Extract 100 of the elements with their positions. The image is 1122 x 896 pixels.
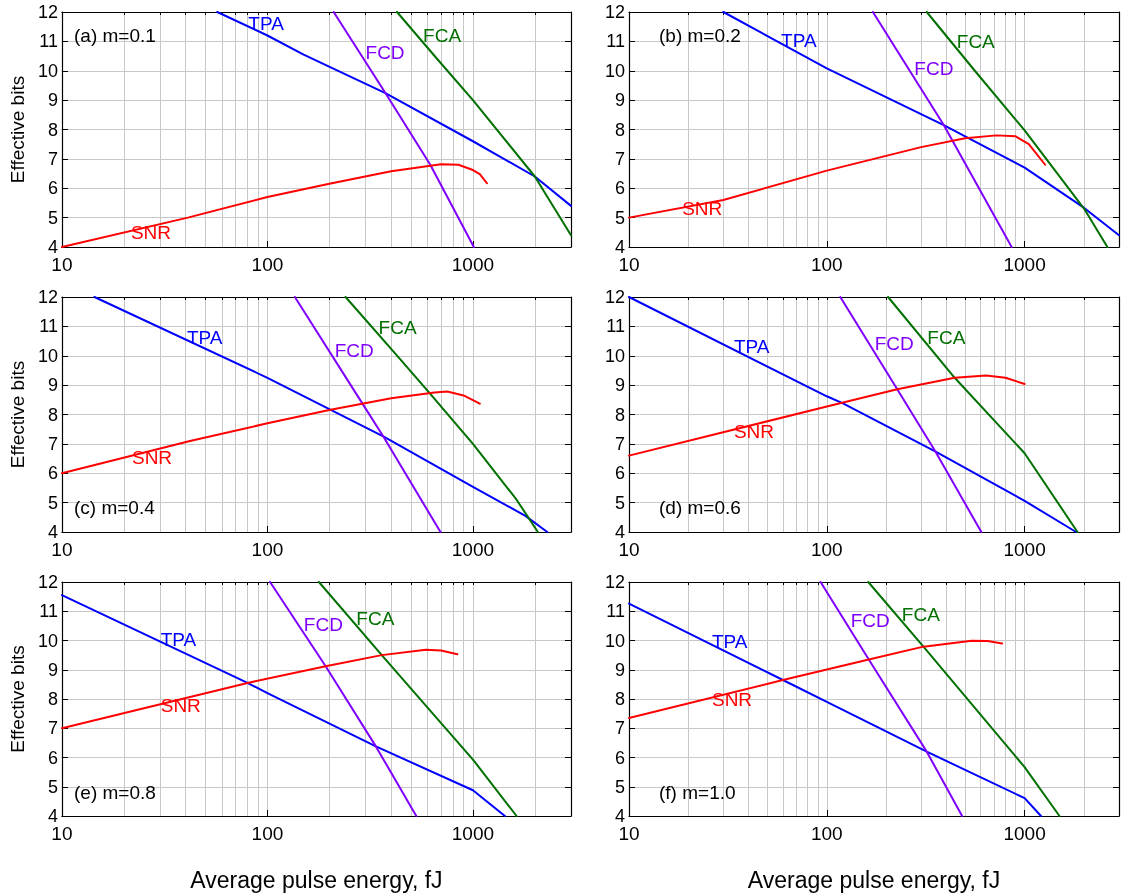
x-tick-label: 1000 — [451, 539, 495, 560]
y-tick-label: 10 — [37, 345, 58, 366]
x-tick-label: 100 — [251, 539, 284, 560]
y-tick-label: 6 — [614, 178, 625, 199]
series-label: FCD — [914, 58, 954, 80]
y-tick-label: 7 — [614, 718, 625, 739]
x-tick-label: 1000 — [451, 254, 495, 275]
y-tick-label: 10 — [37, 630, 58, 651]
series-label: SNR — [711, 688, 753, 710]
y-tick-label: 12 — [37, 572, 58, 592]
series-label: FCA — [927, 326, 966, 348]
y-tick-label: 11 — [606, 601, 625, 622]
y-tick-label: 9 — [47, 659, 58, 680]
y-axis-title: Effective bits — [7, 75, 28, 184]
x-tick-label: 100 — [810, 823, 843, 844]
series-label: FCA — [356, 608, 395, 630]
y-tick-label: 9 — [614, 90, 625, 111]
y-tick-label: 5 — [614, 776, 625, 797]
series-label: TPA — [711, 631, 748, 653]
x-tick-label: 100 — [810, 254, 843, 275]
x-tick-label: 1000 — [1003, 539, 1046, 560]
y-tick-label: 9 — [614, 375, 625, 396]
series-label: TPA — [733, 336, 770, 358]
annotation: (f) m=1.0 — [659, 782, 736, 803]
y-tick-label: 10 — [604, 345, 625, 366]
y-tick-label: 12 — [37, 2, 58, 22]
y-tick-label: 12 — [604, 2, 625, 22]
y-tick-label: 9 — [47, 90, 58, 111]
series-label: FCA — [901, 603, 941, 625]
y-tick-label: 8 — [47, 119, 58, 140]
y-tick-label: 11 — [606, 316, 625, 337]
y-tick-label: 6 — [614, 747, 625, 768]
x-axis-title: Average pulse energy, fJ — [747, 866, 1001, 893]
series-label: FCA — [378, 317, 417, 339]
y-tick-label: 11 — [39, 31, 58, 52]
series-label: SNR — [733, 420, 775, 442]
y-axis-title: Effective bits — [7, 645, 28, 753]
annotation: (a) m=0.1 — [74, 25, 156, 46]
series-label: SNR — [160, 695, 201, 717]
y-tick-label: 12 — [37, 287, 58, 307]
y-tick-label: 5 — [614, 492, 625, 513]
y-tick-label: 10 — [604, 630, 625, 651]
series-label: SNR — [131, 446, 173, 468]
y-tick-label: 6 — [47, 747, 58, 768]
y-tick-label: 5 — [47, 492, 58, 513]
y-tick-label: 7 — [614, 433, 625, 454]
series-label: SNR — [130, 221, 172, 243]
y-tick-label: 6 — [47, 463, 58, 484]
y-tick-label: 10 — [604, 60, 625, 81]
y-tick-label: 6 — [47, 178, 58, 199]
y-tick-label: 11 — [39, 601, 58, 622]
y-tick-label: 8 — [47, 689, 58, 709]
series-label: FCD — [365, 42, 405, 64]
y-tick-label: 11 — [606, 31, 625, 52]
y-tick-label: 7 — [614, 148, 625, 169]
y-tick-label: 6 — [614, 463, 625, 484]
series-label: FCD — [334, 339, 374, 361]
x-tick-label: 1000 — [451, 823, 495, 844]
annotation: (e) m=0.8 — [74, 782, 156, 803]
y-tick-label: 8 — [614, 404, 625, 425]
series-label: TPA — [160, 628, 197, 650]
series-label: TPA — [186, 326, 223, 348]
y-tick-label: 8 — [614, 689, 625, 709]
x-tick-label: 1000 — [1003, 823, 1046, 844]
annotation: (d) m=0.6 — [659, 497, 741, 518]
y-tick-label: 4 — [614, 522, 625, 542]
annotation: (b) m=0.2 — [659, 25, 741, 46]
y-tick-label: 10 — [37, 60, 58, 81]
x-tick-label: 100 — [251, 254, 284, 275]
y-tick-label: 8 — [614, 119, 625, 140]
series-label: FCD — [850, 610, 890, 632]
y-tick-label: 8 — [47, 404, 58, 425]
y-axis-title: Effective bits — [7, 360, 28, 469]
y-tick-label: 4 — [614, 237, 625, 257]
series-label: FCA — [956, 30, 996, 52]
y-tick-label: 4 — [614, 806, 625, 826]
annotation: (c) m=0.4 — [74, 497, 156, 518]
x-tick-label: 100 — [251, 823, 284, 844]
y-tick-label: 12 — [604, 287, 625, 307]
y-tick-label: 9 — [614, 659, 625, 680]
y-tick-label: 4 — [47, 522, 58, 542]
y-tick-label: 4 — [47, 806, 58, 826]
series-label: FCA — [423, 25, 462, 46]
y-tick-label: 7 — [47, 148, 58, 169]
y-tick-label: 5 — [47, 207, 58, 228]
y-tick-label: 5 — [614, 207, 625, 228]
x-tick-label: 1000 — [1003, 254, 1046, 275]
y-tick-label: 9 — [47, 375, 58, 396]
series-label: FCD — [303, 613, 343, 635]
series-label: TPA — [781, 29, 817, 51]
x-tick-label: 100 — [810, 539, 843, 560]
y-tick-label: 12 — [604, 572, 625, 592]
x-axis-title: Average pulse energy, fJ — [190, 866, 443, 893]
y-tick-label: 7 — [47, 433, 58, 454]
series-label: TPA — [248, 13, 285, 35]
y-tick-label: 5 — [47, 776, 58, 797]
y-tick-label: 7 — [47, 718, 58, 739]
y-tick-label: 11 — [39, 316, 58, 337]
series-label: FCD — [874, 332, 914, 354]
y-tick-label: 4 — [47, 237, 58, 257]
